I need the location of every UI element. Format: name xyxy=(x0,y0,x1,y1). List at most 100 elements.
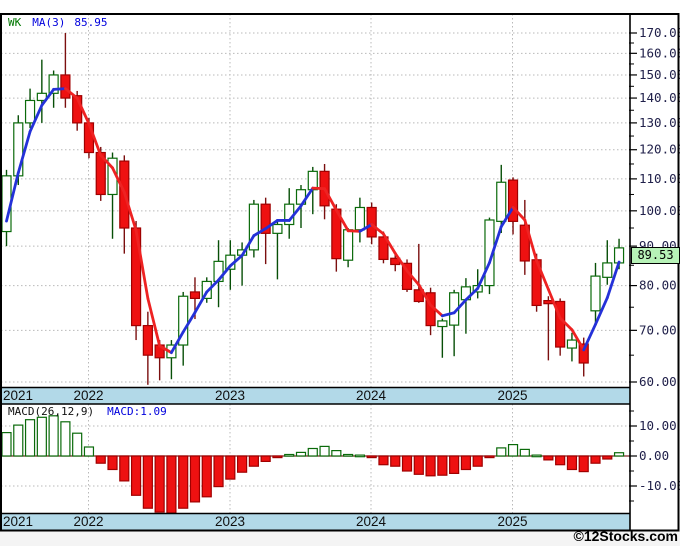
price-axis-label: 130.00 xyxy=(639,115,680,130)
ma3-segment xyxy=(417,283,432,307)
ma3-segment xyxy=(99,153,114,170)
ma3-segment xyxy=(393,252,409,273)
macd-bar xyxy=(484,455,495,459)
macd-bar xyxy=(519,448,530,457)
bottom-strip xyxy=(0,531,680,546)
macd-bar xyxy=(413,455,424,475)
ma3-segment xyxy=(64,87,79,100)
macd-bar xyxy=(142,455,153,509)
candle-body xyxy=(260,203,271,234)
candle-body xyxy=(366,206,377,238)
ma3-segment xyxy=(5,171,20,223)
year-label: 2022 xyxy=(73,514,103,529)
year-label: 2024 xyxy=(356,514,387,529)
chart-frame xyxy=(0,13,680,532)
macd-bar xyxy=(213,455,224,488)
macd-bar xyxy=(60,421,71,457)
macd-bar xyxy=(449,455,460,474)
macd-bar xyxy=(189,455,201,503)
macd-bar xyxy=(366,455,377,459)
price-axis-label: 140.00 xyxy=(639,90,680,105)
macd-bar xyxy=(343,453,354,457)
macd-bar xyxy=(201,455,212,498)
ma3-segment xyxy=(311,186,326,191)
candle-body xyxy=(378,236,389,261)
macd-axis-label: 10.00 xyxy=(639,418,677,433)
macd-bar xyxy=(543,455,554,461)
ma3-segment xyxy=(122,190,138,232)
year-label: 2021 xyxy=(3,514,33,529)
candle-body xyxy=(507,179,519,222)
candle-body xyxy=(189,291,201,300)
macd-bar xyxy=(13,424,24,457)
candle-body xyxy=(566,339,578,349)
watermark: ©12Stocks.com xyxy=(573,528,678,544)
price-axis-label: 160.00 xyxy=(639,45,680,60)
ma3-segment xyxy=(40,87,56,107)
macd-axis-label: -10.00 xyxy=(639,478,680,493)
legend-symbol: WK xyxy=(8,16,22,29)
ma3-segment xyxy=(299,186,315,208)
macd-bar xyxy=(107,455,118,471)
candle-body xyxy=(60,74,71,99)
year-label: 2021 xyxy=(3,388,33,403)
macd-bar xyxy=(48,415,59,457)
ma3-segment xyxy=(111,166,126,194)
macd-bar xyxy=(507,444,519,457)
macd-bar xyxy=(272,455,283,459)
ma3-segment xyxy=(429,303,444,318)
candle-body xyxy=(48,74,59,94)
legend-ma-value: 85.95 xyxy=(74,16,108,29)
ma3-segment xyxy=(488,225,503,265)
ma3-segment xyxy=(535,259,550,291)
ma3-segment xyxy=(52,87,67,91)
macd-value-label: MACD:1.09 xyxy=(107,405,167,418)
macd-bar xyxy=(166,455,177,514)
year-label: 2022 xyxy=(73,388,103,403)
legend-ma-label: MA(3) xyxy=(32,16,66,29)
year-label: 2025 xyxy=(497,388,527,403)
macd-bar xyxy=(460,455,472,471)
macd-bar xyxy=(531,454,542,458)
ma3-segment xyxy=(605,260,621,300)
price-axis-label: 80.00 xyxy=(639,278,677,293)
year-label: 2024 xyxy=(356,388,387,403)
price-axis-label: 60.00 xyxy=(639,374,677,389)
year-label: 2023 xyxy=(215,514,245,529)
candle-body xyxy=(272,223,283,234)
candle-body xyxy=(519,224,530,262)
price-axis-label: 170.00 xyxy=(639,25,680,40)
candle-body xyxy=(602,262,613,278)
year-label: 2023 xyxy=(215,388,245,403)
ma3-segment xyxy=(252,227,268,238)
macd-bar xyxy=(331,450,342,457)
ma3-segment xyxy=(382,232,397,255)
macd-bar xyxy=(72,432,83,457)
candle-body xyxy=(437,320,448,328)
price-axis-label: 110.00 xyxy=(639,171,680,186)
ma3-segment xyxy=(464,286,480,302)
time-axis-band xyxy=(1,387,630,404)
ma3-segment xyxy=(240,234,256,257)
price-axis-label: 100.00 xyxy=(639,203,680,218)
candle-body xyxy=(543,299,554,305)
ma3-segment xyxy=(181,311,197,334)
macd-bar xyxy=(437,455,448,476)
ma3-segment xyxy=(323,187,338,212)
ma3-segment xyxy=(193,290,209,314)
ma3-segment xyxy=(346,229,362,233)
ma3-segment xyxy=(334,208,350,233)
ma3-segment xyxy=(523,218,538,263)
macd-bar xyxy=(119,455,130,482)
macd-bar xyxy=(590,455,601,464)
macd-bar xyxy=(130,455,142,496)
price-axis-label: 120.00 xyxy=(639,142,680,157)
macd-bar xyxy=(260,455,271,463)
macd-bar xyxy=(1,432,12,457)
ma3-segment xyxy=(28,103,44,134)
ma3-segment xyxy=(87,122,103,157)
macd-bar xyxy=(154,455,165,513)
macd-legend: MACD(26,12,9) MACD:1.09 xyxy=(8,405,167,418)
